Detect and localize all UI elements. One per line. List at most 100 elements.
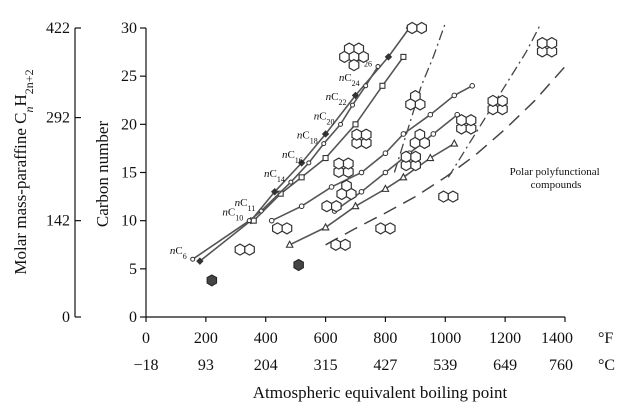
data-point xyxy=(268,217,275,224)
molecule-ring xyxy=(414,128,426,141)
data-point xyxy=(381,184,390,192)
molecule-ring xyxy=(416,21,427,35)
molecule-ring xyxy=(333,157,345,170)
data-point xyxy=(297,159,306,167)
axes xyxy=(74,28,565,318)
molecule xyxy=(234,243,255,256)
paraffin-label: nC11 xyxy=(235,197,256,213)
molecule xyxy=(330,238,351,251)
y2-tick-label: 0 xyxy=(62,309,70,326)
molecule xyxy=(293,258,304,272)
y2-axis-title-prefix: Molar mass-paraffine C xyxy=(11,112,30,274)
y-tick-label: 30 xyxy=(121,20,137,37)
x-tick-label-f: 1000 xyxy=(429,330,461,347)
molecule xyxy=(336,179,357,201)
x-tick-label-f: 800 xyxy=(373,330,397,347)
paraffin-label: nC18 xyxy=(297,130,318,146)
x-tick-label-c: 427 xyxy=(373,357,397,374)
y2-tick-label: 292 xyxy=(46,110,70,127)
x-unit-c: °C xyxy=(598,357,615,374)
molecule-ring xyxy=(400,150,412,163)
molecule-ring xyxy=(348,58,360,72)
y-tick-label: 25 xyxy=(121,68,137,85)
x-tick-label-c: 760 xyxy=(549,357,573,374)
molecule-ring xyxy=(406,21,418,35)
molecule-ring xyxy=(410,158,421,172)
molecule-ring xyxy=(341,179,352,192)
data-point xyxy=(382,150,389,157)
x-tick-label-c: 539 xyxy=(433,357,457,374)
y2-axis-title-sub1: n xyxy=(22,106,36,112)
data-point xyxy=(351,91,360,100)
molecule-ring xyxy=(536,36,548,50)
x-tick-label-c: −18 xyxy=(133,357,158,374)
molecule-ring xyxy=(465,114,477,127)
molecule-ring xyxy=(438,190,449,203)
molecule-ring xyxy=(293,258,304,272)
data-point xyxy=(358,188,365,195)
x-tick-label-f: 1400 xyxy=(541,330,573,347)
molecule xyxy=(400,150,421,172)
y-tick-label: 20 xyxy=(121,116,137,133)
x-unit-f: °F xyxy=(598,330,613,347)
x-axis-title: Atmospheric equivalent boiling point xyxy=(253,383,508,402)
data-point xyxy=(400,131,407,137)
data-point xyxy=(426,153,435,162)
molecule-ring xyxy=(331,200,342,213)
molecule xyxy=(536,36,558,58)
molecule-ring xyxy=(353,42,365,55)
x-tick-label-f: 400 xyxy=(254,330,278,347)
molecule-ring xyxy=(244,243,255,256)
molecule xyxy=(333,157,354,178)
data-point xyxy=(321,130,330,138)
data-point xyxy=(285,240,294,248)
molecule xyxy=(321,200,342,213)
paraffin-label: nC10 xyxy=(222,207,243,223)
molecule-ring xyxy=(234,243,246,256)
y-axis-title: Carbon number xyxy=(93,121,112,228)
molecule-ring xyxy=(410,150,421,163)
paraffin-label: nC22 xyxy=(326,91,347,107)
paraffin-point xyxy=(350,102,356,108)
paraffin-label: nC16 xyxy=(282,149,303,165)
paraffin-series: nC6nC10nC11nC14nC16nC18nC20nC22nC24nC26 xyxy=(170,53,381,262)
y2-tick-group: 0 142 292 422 xyxy=(46,20,81,326)
x-tick-label-f: 1200 xyxy=(489,330,521,347)
paraffin-point xyxy=(246,218,252,224)
molecule xyxy=(272,222,293,235)
paraffin-point xyxy=(190,256,196,262)
molecule-ring xyxy=(384,222,396,235)
annotation-line1: Polar polyfunctional xyxy=(510,166,600,178)
molecule xyxy=(339,42,369,72)
data-point xyxy=(270,188,279,196)
molecule xyxy=(406,21,427,35)
molecule-sketches xyxy=(206,21,558,287)
molecule-ring xyxy=(206,274,218,287)
data-point xyxy=(358,169,365,176)
y2-axis-title-mid: H xyxy=(11,94,30,106)
annotation: Polar polyfunctional compounds xyxy=(510,166,603,191)
x-tick-label-c: 649 xyxy=(493,357,517,374)
molecule-ring xyxy=(321,200,333,213)
molecule-ring xyxy=(342,157,354,170)
data-point xyxy=(321,222,330,231)
y2-tick-label: 142 xyxy=(46,213,70,230)
x-tick-label-c: 93 xyxy=(198,357,214,374)
molecule-ring xyxy=(281,222,293,235)
data-point xyxy=(298,174,305,181)
y-tick-label: 0 xyxy=(129,309,137,326)
molecule xyxy=(375,222,396,235)
x-tick-label-c: 204 xyxy=(254,357,278,374)
molecule-ring xyxy=(339,238,351,251)
annotation-line2: compounds xyxy=(531,179,582,191)
y-tick-group: 0 5 10 15 20 25 30 xyxy=(121,20,146,326)
molecule-ring xyxy=(375,222,386,235)
paraffin-point xyxy=(258,208,264,214)
molecule xyxy=(351,128,372,150)
molecule-ring xyxy=(360,128,372,141)
x-tick-label-c: 315 xyxy=(314,357,338,374)
data-point xyxy=(451,92,458,99)
molecule-ring xyxy=(497,103,508,116)
molecule-ring xyxy=(330,238,342,251)
molecule-ring xyxy=(343,42,355,55)
